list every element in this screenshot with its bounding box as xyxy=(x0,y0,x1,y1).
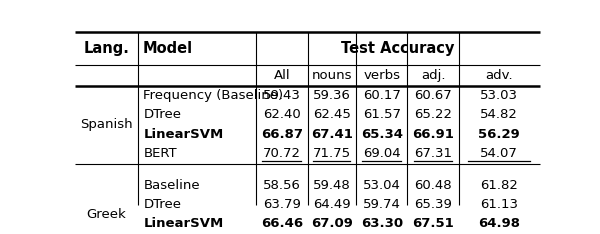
Text: DTree: DTree xyxy=(143,198,181,211)
Text: 59.74: 59.74 xyxy=(363,198,401,211)
Text: 65.34: 65.34 xyxy=(361,128,403,141)
Text: DTree: DTree xyxy=(143,108,181,121)
Text: 65.39: 65.39 xyxy=(414,198,452,211)
Text: 59.43: 59.43 xyxy=(263,89,301,102)
Text: 66.87: 66.87 xyxy=(261,128,303,141)
Text: 59.36: 59.36 xyxy=(313,89,351,102)
Text: Greek: Greek xyxy=(86,208,126,221)
Text: 63.30: 63.30 xyxy=(361,217,403,230)
Text: Frequency (Baseline): Frequency (Baseline) xyxy=(143,89,283,102)
Text: 67.09: 67.09 xyxy=(311,217,353,230)
Text: All: All xyxy=(274,69,290,82)
Text: 70.72: 70.72 xyxy=(263,147,301,160)
Text: Test Accuracy: Test Accuracy xyxy=(341,41,455,56)
Text: LinearSVM: LinearSVM xyxy=(143,217,224,230)
Text: 59.48: 59.48 xyxy=(313,179,351,191)
Text: 58.56: 58.56 xyxy=(263,179,301,191)
Text: 69.04: 69.04 xyxy=(363,147,401,160)
Text: 67.51: 67.51 xyxy=(412,217,454,230)
Text: BERT: BERT xyxy=(143,147,177,160)
Text: 63.79: 63.79 xyxy=(263,198,301,211)
Text: 54.82: 54.82 xyxy=(481,108,518,121)
Text: Lang.: Lang. xyxy=(83,41,130,56)
Text: 60.17: 60.17 xyxy=(363,89,401,102)
Text: adj.: adj. xyxy=(421,69,445,82)
Text: 62.40: 62.40 xyxy=(263,108,301,121)
Text: 60.48: 60.48 xyxy=(414,179,452,191)
Text: Baseline: Baseline xyxy=(143,179,200,191)
Text: 67.41: 67.41 xyxy=(311,128,353,141)
Text: 60.67: 60.67 xyxy=(414,89,452,102)
Text: 66.46: 66.46 xyxy=(261,217,303,230)
Text: verbs: verbs xyxy=(364,69,400,82)
Text: nouns: nouns xyxy=(311,69,352,82)
Text: 61.82: 61.82 xyxy=(481,179,518,191)
Text: 61.57: 61.57 xyxy=(363,108,401,121)
Text: 53.03: 53.03 xyxy=(481,89,518,102)
Text: 53.04: 53.04 xyxy=(363,179,401,191)
Text: Model: Model xyxy=(142,41,193,56)
Text: 62.45: 62.45 xyxy=(313,108,351,121)
Text: 65.22: 65.22 xyxy=(414,108,452,121)
Text: 66.91: 66.91 xyxy=(412,128,454,141)
Text: LinearSVM: LinearSVM xyxy=(143,128,224,141)
Text: 54.07: 54.07 xyxy=(481,147,518,160)
Text: 56.29: 56.29 xyxy=(478,128,520,141)
Text: 64.49: 64.49 xyxy=(313,198,351,211)
Text: Spanish: Spanish xyxy=(80,118,133,131)
Text: adv.: adv. xyxy=(485,69,513,82)
Text: 67.31: 67.31 xyxy=(414,147,452,160)
Text: 64.98: 64.98 xyxy=(478,217,520,230)
Text: 61.13: 61.13 xyxy=(481,198,518,211)
Text: 71.75: 71.75 xyxy=(313,147,351,160)
